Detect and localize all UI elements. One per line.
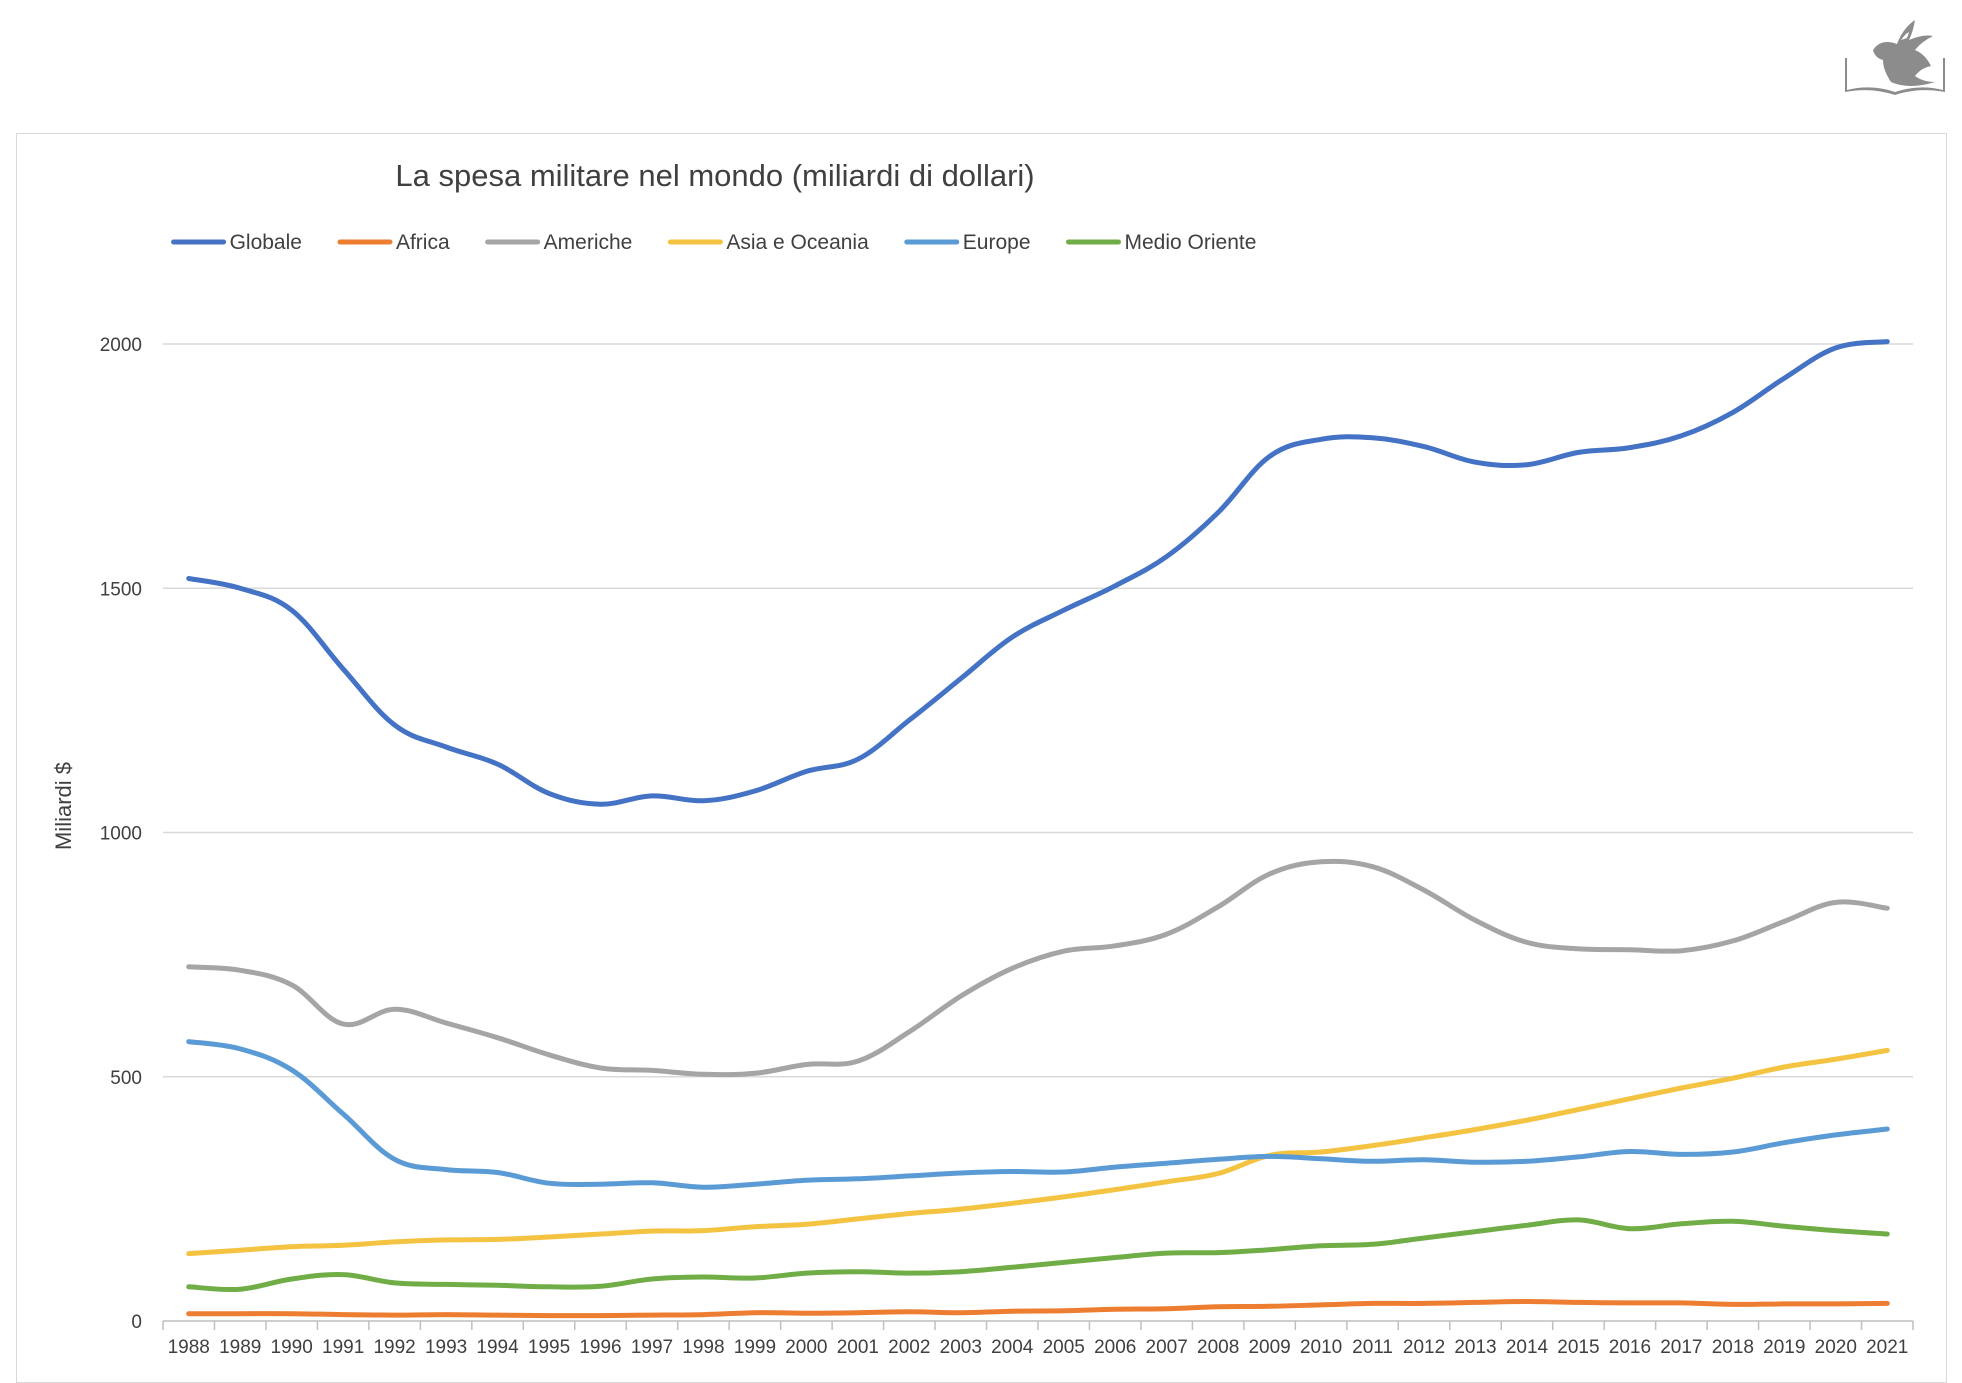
series-line-americhe — [186, 858, 1890, 1078]
legend-label: Americhe — [544, 231, 633, 254]
series-lines — [186, 339, 1890, 1319]
series-line-africa — [186, 1299, 1890, 1319]
legend-item-europe: Europe — [904, 231, 1031, 254]
legend-label: Globale — [230, 231, 302, 254]
x-tick-label: 1990 — [271, 1337, 313, 1358]
chart-title: La spesa militare nel mondo (miliardi di… — [395, 158, 1034, 193]
y-tick-label: 1500 — [100, 579, 142, 600]
x-tick-label: 1994 — [476, 1337, 519, 1358]
y-axis-ticks: 0 500 1000 1500 2000 — [100, 335, 142, 1333]
x-tick-label: 2005 — [1043, 1337, 1085, 1358]
series-line-globale — [186, 339, 1890, 807]
x-tick-label: 2017 — [1660, 1337, 1702, 1358]
x-axis: 1988 1989 1990 1991 1992 1993 1994 1995 1996 1997… — [162, 1320, 1914, 1358]
legend-label: Asia e Oceania — [726, 231, 869, 254]
x-tick-label: 2010 — [1300, 1337, 1342, 1358]
x-tick-label: 2011 — [1352, 1337, 1393, 1358]
legend-item-africa: Africa — [337, 231, 450, 254]
x-tick-label: 2006 — [1094, 1337, 1136, 1358]
x-tick-label: 2021 — [1866, 1337, 1908, 1358]
chart-svg: La spesa militare nel mondo (miliardi di… — [51, 158, 1914, 1358]
x-tick-label: 1997 — [631, 1337, 673, 1358]
x-tick-label: 1988 — [168, 1337, 210, 1358]
x-tick-label: 2020 — [1815, 1337, 1857, 1358]
legend-item-americhe: Americhe — [485, 231, 633, 254]
x-tick-label: 2002 — [888, 1337, 930, 1358]
logo — [1845, 20, 1945, 95]
x-tick-label: 2008 — [1197, 1337, 1239, 1358]
x-tick-label: 2019 — [1763, 1337, 1805, 1358]
y-tick-label: 0 — [131, 1312, 142, 1333]
x-tick-label: 1995 — [528, 1337, 570, 1358]
chart-area: La spesa militare nel mondo (miliardi di… — [16, 133, 1947, 1383]
x-tick-label: 2013 — [1454, 1337, 1496, 1358]
series-line-medio-oriente — [186, 1217, 1890, 1293]
legend-label: Medio Oriente — [1125, 231, 1257, 254]
y-tick-label: 500 — [110, 1068, 142, 1089]
legend-item-globale: Globale — [171, 231, 302, 254]
x-tick-label: 2007 — [1146, 1337, 1188, 1358]
x-tick-label: 1989 — [219, 1337, 261, 1358]
y-tick-label: 1000 — [100, 824, 142, 845]
x-tick-label: 1993 — [425, 1337, 467, 1358]
legend-label: Europe — [963, 231, 1031, 254]
x-tick-label: 1998 — [682, 1337, 724, 1358]
x-tick-label: 2012 — [1403, 1337, 1445, 1358]
x-tick-label: 1992 — [373, 1337, 415, 1358]
x-tick-label: 1996 — [579, 1337, 621, 1358]
y-tick-label: 2000 — [100, 335, 142, 356]
y-axis-title: Miliardi $ — [51, 762, 76, 850]
x-tick-label: 2009 — [1248, 1337, 1290, 1358]
x-tick-label: 2003 — [940, 1337, 982, 1358]
gridlines — [163, 343, 1913, 1078]
x-tick-label: 2015 — [1557, 1337, 1599, 1358]
dove-on-book-icon — [1845, 20, 1945, 95]
legend: Globale Africa Americhe Asia e Oceania Europ… — [171, 231, 1257, 254]
legend-item-medio-oriente: Medio Oriente — [1066, 231, 1257, 254]
legend-item-asia-e-oceania: Asia e Oceania — [667, 231, 869, 254]
x-tick-label: 1999 — [734, 1337, 776, 1358]
x-tick-label: 2004 — [991, 1337, 1034, 1358]
x-tick-label: 2018 — [1712, 1337, 1754, 1358]
series-line-asia-e-oceania — [186, 1047, 1890, 1257]
series-line-europe — [186, 1039, 1890, 1190]
x-tick-label: 1991 — [322, 1337, 364, 1358]
x-tick-label: 2000 — [785, 1337, 827, 1358]
x-tick-label: 2016 — [1609, 1337, 1651, 1358]
x-tick-label: 2014 — [1506, 1337, 1549, 1358]
x-tick-label: 2001 — [837, 1337, 879, 1358]
legend-label: Africa — [396, 231, 450, 254]
